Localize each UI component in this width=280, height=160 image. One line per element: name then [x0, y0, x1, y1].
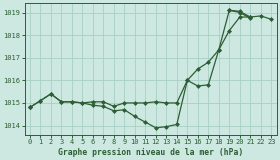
- X-axis label: Graphe pression niveau de la mer (hPa): Graphe pression niveau de la mer (hPa): [58, 148, 243, 156]
